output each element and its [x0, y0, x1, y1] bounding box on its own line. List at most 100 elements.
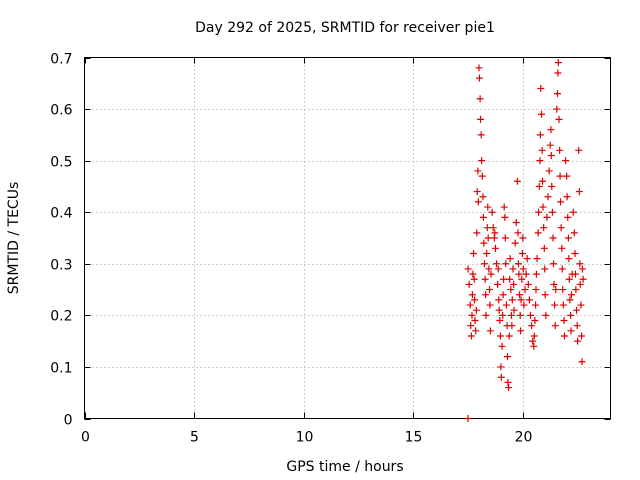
y-tick-label: 0.7 [50, 52, 72, 68]
data-point [524, 280, 532, 288]
data-point [470, 249, 478, 257]
data-point [483, 224, 491, 232]
data-point [557, 198, 565, 206]
data-point [503, 353, 511, 361]
data-point [506, 255, 514, 263]
data-point [575, 188, 583, 196]
data-point [552, 286, 560, 294]
data-point [466, 301, 474, 309]
data-point [484, 234, 492, 242]
data-point [499, 291, 507, 299]
data-point [567, 291, 575, 299]
data-point [555, 115, 563, 123]
data-point [520, 301, 528, 309]
data-point [469, 270, 477, 278]
data-point [471, 296, 479, 304]
data-point [475, 74, 483, 82]
data-point [507, 311, 515, 319]
data-point [548, 208, 556, 216]
data-point [575, 146, 583, 154]
data-point [502, 260, 510, 268]
data-point [516, 291, 524, 299]
data-point [515, 270, 523, 278]
data-point [467, 322, 475, 330]
data-point [464, 415, 472, 422]
data-point [553, 90, 561, 98]
data-point [480, 239, 488, 247]
data-point [468, 311, 476, 319]
data-point [522, 270, 530, 278]
data-point [578, 332, 586, 340]
data-point [574, 337, 582, 345]
data-point [536, 131, 544, 139]
data-point [534, 229, 542, 237]
data-point [542, 311, 550, 319]
data-point [536, 157, 544, 165]
y-tick-label: 0.3 [50, 258, 72, 274]
data-point [486, 301, 494, 309]
data-point [527, 311, 535, 319]
data-point [577, 301, 585, 309]
data-point [541, 291, 549, 299]
data-point [537, 110, 545, 118]
tick-marks [84, 57, 611, 420]
data-point [481, 275, 489, 283]
data-point [511, 239, 519, 247]
data-point [491, 244, 499, 252]
data-point [567, 311, 575, 319]
data-point [513, 177, 521, 185]
data-point [540, 244, 548, 252]
grid-lines [84, 57, 611, 419]
data-point [549, 234, 557, 242]
data-point [470, 275, 478, 283]
data-point [567, 327, 575, 335]
chart-title: Day 292 of 2025, SRMTID for receiver pie… [195, 20, 495, 36]
data-point [558, 265, 566, 273]
data-point [477, 115, 485, 123]
data-point [529, 337, 537, 345]
data-point [473, 229, 481, 237]
y-axis-label: SRMTID / TECUs [6, 182, 22, 295]
data-point [474, 167, 482, 175]
data-point [500, 203, 508, 211]
data-point [539, 177, 547, 185]
data-point [506, 275, 514, 283]
x-tick-label: 0 [81, 430, 90, 446]
data-point [538, 146, 546, 154]
data-point [484, 203, 492, 211]
data-point [573, 322, 581, 330]
data-point [473, 188, 481, 196]
data-point [474, 198, 482, 206]
data-point [498, 342, 506, 350]
data-point [571, 249, 579, 257]
data-point [563, 172, 571, 180]
data-point [537, 84, 545, 92]
data-point [560, 332, 568, 340]
data-point [573, 306, 581, 314]
data-point [545, 167, 553, 175]
data-point [547, 151, 555, 159]
data-point [551, 322, 559, 330]
data-point [518, 249, 526, 257]
y-tick-label: 0.2 [50, 309, 72, 325]
data-point [556, 172, 564, 180]
data-point [532, 270, 540, 278]
data-point [467, 332, 475, 340]
data-point [516, 311, 524, 319]
data-point [505, 332, 513, 340]
data-point [553, 105, 561, 113]
data-point [483, 249, 491, 257]
data-point [479, 193, 487, 201]
y-tick-label: 0.5 [50, 155, 72, 171]
data-point [557, 224, 565, 232]
data-point [530, 342, 538, 350]
data-point [556, 146, 564, 154]
data-point [504, 378, 512, 386]
data-point [471, 317, 479, 325]
data-point [478, 157, 486, 165]
data-point [495, 306, 503, 314]
data-point [530, 332, 538, 340]
data-point [502, 301, 510, 309]
data-point [475, 64, 483, 72]
